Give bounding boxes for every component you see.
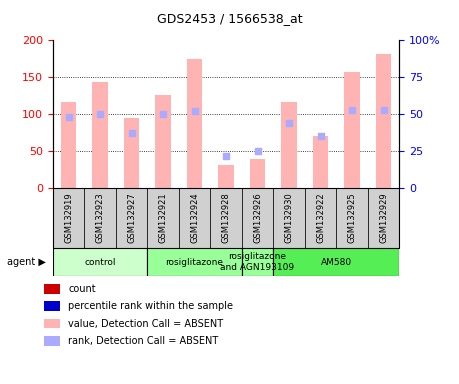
Bar bbox=[179, 188, 210, 248]
Bar bbox=[44, 319, 60, 328]
Bar bbox=[376, 55, 392, 188]
Bar bbox=[336, 188, 368, 248]
Bar bbox=[242, 188, 273, 248]
Bar bbox=[368, 188, 399, 248]
Bar bbox=[155, 95, 171, 188]
Text: percentile rank within the sample: percentile rank within the sample bbox=[68, 301, 233, 311]
Point bbox=[159, 111, 167, 118]
Point bbox=[65, 114, 72, 120]
Point bbox=[380, 107, 387, 113]
Bar bbox=[116, 188, 147, 248]
Text: rosiglitazone
and AGN193109: rosiglitazone and AGN193109 bbox=[220, 252, 295, 272]
Text: control: control bbox=[84, 258, 116, 266]
Text: AM580: AM580 bbox=[321, 258, 352, 266]
Point bbox=[254, 148, 261, 154]
Text: GSM132926: GSM132926 bbox=[253, 192, 262, 243]
Bar bbox=[61, 102, 76, 188]
Text: GSM132924: GSM132924 bbox=[190, 193, 199, 243]
Bar bbox=[242, 248, 273, 276]
Text: GSM132922: GSM132922 bbox=[316, 193, 325, 243]
Text: GSM132923: GSM132923 bbox=[95, 192, 105, 243]
Point bbox=[223, 152, 230, 159]
Text: GDS2453 / 1566538_at: GDS2453 / 1566538_at bbox=[157, 12, 302, 25]
Bar bbox=[44, 284, 60, 294]
Text: value, Detection Call = ABSENT: value, Detection Call = ABSENT bbox=[68, 318, 224, 329]
Text: GSM132925: GSM132925 bbox=[347, 193, 357, 243]
Point bbox=[317, 133, 324, 139]
Text: count: count bbox=[68, 284, 96, 294]
Point bbox=[348, 107, 356, 113]
Point bbox=[128, 131, 135, 137]
Bar bbox=[218, 164, 234, 188]
Text: GSM132919: GSM132919 bbox=[64, 193, 73, 243]
Bar bbox=[84, 188, 116, 248]
Bar bbox=[305, 188, 336, 248]
Text: agent ▶: agent ▶ bbox=[7, 257, 46, 267]
Bar bbox=[273, 248, 399, 276]
Text: GSM132928: GSM132928 bbox=[222, 192, 230, 243]
Bar bbox=[273, 188, 305, 248]
Bar bbox=[92, 83, 108, 188]
Text: GSM132929: GSM132929 bbox=[379, 193, 388, 243]
Bar bbox=[250, 159, 265, 188]
Point bbox=[96, 111, 104, 118]
Bar bbox=[210, 188, 242, 248]
Bar bbox=[53, 188, 84, 248]
Bar bbox=[344, 72, 360, 188]
Text: GSM132930: GSM132930 bbox=[285, 192, 294, 243]
Bar bbox=[147, 248, 242, 276]
Bar bbox=[53, 248, 147, 276]
Bar bbox=[281, 102, 297, 188]
Bar bbox=[44, 301, 60, 311]
Bar bbox=[44, 336, 60, 346]
Point bbox=[191, 108, 198, 114]
Bar bbox=[187, 59, 202, 188]
Text: rosiglitazone: rosiglitazone bbox=[166, 258, 224, 266]
Text: rank, Detection Call = ABSENT: rank, Detection Call = ABSENT bbox=[68, 336, 218, 346]
Bar bbox=[313, 136, 329, 188]
Text: GSM132927: GSM132927 bbox=[127, 192, 136, 243]
Text: GSM132921: GSM132921 bbox=[158, 193, 168, 243]
Bar bbox=[147, 188, 179, 248]
Point bbox=[285, 120, 293, 126]
Bar bbox=[123, 118, 140, 188]
